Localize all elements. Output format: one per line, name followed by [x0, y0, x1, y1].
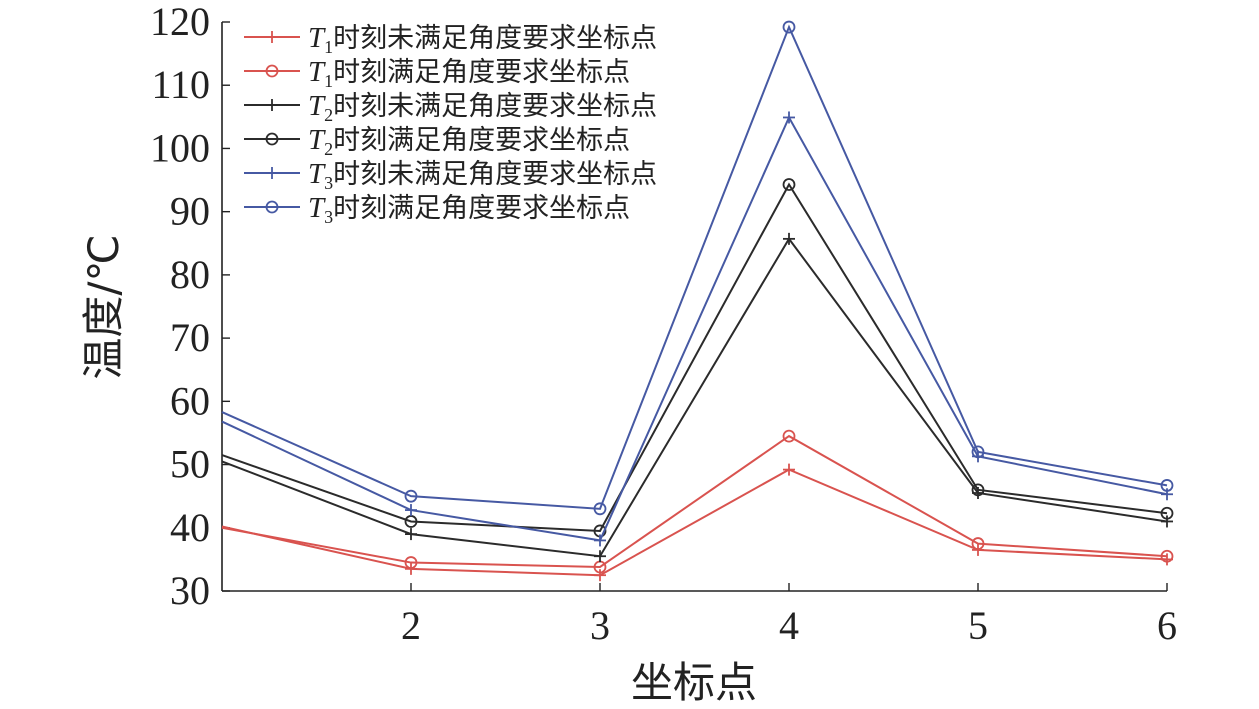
data-point	[594, 534, 606, 547]
data-point	[971, 537, 985, 550]
x-tick-label: 5	[968, 603, 988, 648]
legend-label: T2时刻满足角度要求坐标点	[308, 124, 630, 159]
legend-item: T1时刻未满足角度要求坐标点	[244, 22, 657, 57]
y-tick-label: 70	[170, 315, 210, 360]
legend-label: T1时刻未满足角度要求坐标点	[308, 22, 657, 57]
legend-item: T3时刻未满足角度要求坐标点	[244, 158, 657, 193]
legend-item: T3时刻满足角度要求坐标点	[244, 192, 630, 227]
series-line	[221, 24, 1168, 510]
series-line	[221, 115, 1168, 542]
x-axis-ticks: 2 3 4 5 6	[401, 583, 1177, 648]
y-tick-label: 50	[170, 442, 210, 487]
x-tick-label: 6	[1157, 603, 1177, 648]
data-point	[782, 429, 796, 443]
y-tick-label: 80	[170, 252, 210, 297]
series-line	[221, 237, 1168, 558]
x-tick-label: 4	[779, 603, 799, 648]
data-point	[783, 463, 795, 476]
data-point	[405, 528, 417, 541]
y-tick-label: 90	[170, 189, 210, 234]
data-point	[782, 178, 796, 191]
series-line	[221, 182, 1168, 532]
x-axis-title: 坐标点	[631, 658, 757, 707]
data-point	[1160, 549, 1174, 563]
legend-marker	[266, 167, 278, 179]
data-point	[594, 550, 606, 563]
series-2	[221, 429, 1174, 574]
series-5	[221, 111, 1173, 547]
data-point	[782, 20, 796, 34]
legend-marker	[265, 132, 279, 146]
y-tick-label: 30	[170, 568, 210, 613]
data-point	[1161, 515, 1173, 528]
series-3	[221, 232, 1173, 563]
data-point	[783, 232, 795, 245]
y-tick-label: 120	[150, 0, 210, 44]
data-point	[594, 569, 606, 582]
y-axis-ticks: 30 40 50 60 70 80 90 100 110 120	[150, 0, 230, 613]
data-point	[1160, 479, 1174, 492]
legend-label: T2时刻未满足角度要求坐标点	[308, 90, 657, 125]
legend-marker	[266, 99, 278, 111]
y-tick-label: 40	[170, 505, 210, 550]
legend-item: T2时刻满足角度要求坐标点	[244, 124, 630, 159]
series-layer	[221, 20, 1174, 582]
legend-label: T3时刻未满足角度要求坐标点	[308, 158, 657, 193]
legend-marker	[265, 64, 279, 78]
y-axis-title: 温度/℃	[79, 234, 128, 379]
data-point	[404, 556, 418, 569]
y-tick-label: 110	[151, 62, 210, 107]
legend-label: T3时刻满足角度要求坐标点	[308, 192, 630, 227]
series-6	[221, 20, 1174, 516]
legend-item: T1时刻满足角度要求坐标点	[244, 56, 630, 91]
data-point	[783, 111, 795, 124]
x-tick-label: 3	[590, 603, 610, 648]
legend-marker	[265, 200, 279, 214]
data-point	[971, 483, 985, 497]
legend-label: T1时刻满足角度要求坐标点	[308, 56, 630, 91]
series-4	[221, 178, 1174, 538]
y-tick-label: 60	[170, 378, 210, 423]
data-point	[971, 445, 985, 459]
data-point	[405, 504, 417, 517]
series-line	[221, 434, 1168, 568]
series-1	[221, 463, 1173, 582]
data-point	[1160, 506, 1174, 520]
x-tick-label: 2	[401, 603, 421, 648]
legend-item: T2时刻未满足角度要求坐标点	[244, 90, 657, 125]
legend-marker	[266, 31, 278, 43]
series-line	[221, 468, 1168, 577]
data-point	[593, 502, 607, 516]
data-point	[404, 489, 418, 503]
y-tick-label: 100	[150, 125, 210, 170]
plot-frame	[221, 22, 1167, 592]
legend: T1时刻未满足角度要求坐标点T1时刻满足角度要求坐标点T2时刻未满足角度要求坐标…	[244, 22, 657, 227]
